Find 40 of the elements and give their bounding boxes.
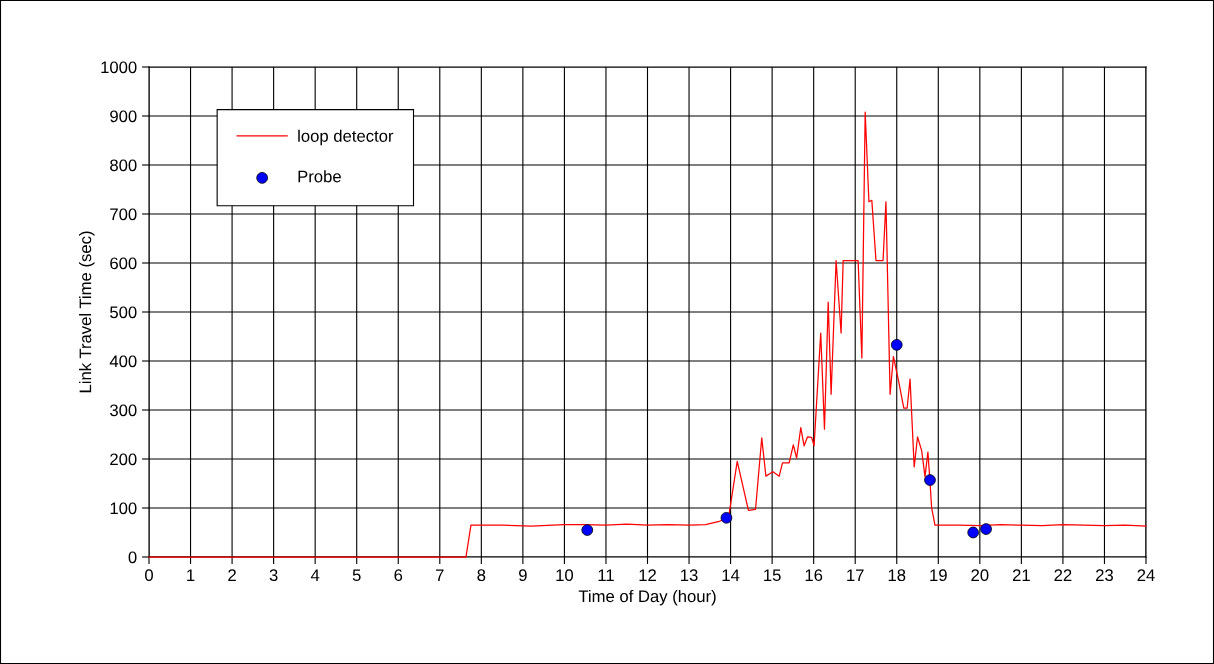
y-tick-label: 400 bbox=[109, 355, 137, 368]
x-tick-label: 9 bbox=[519, 569, 527, 582]
x-tick-label: 11 bbox=[598, 569, 614, 581]
x-tick-label: 0 bbox=[145, 569, 153, 582]
x-tick-label: 20 bbox=[971, 569, 989, 582]
x-tick-label: 12 bbox=[639, 569, 656, 581]
x-tick-label: 14 bbox=[722, 569, 740, 581]
x-tick-label: 18 bbox=[888, 569, 906, 582]
y-tick-label: 300 bbox=[110, 404, 137, 417]
y-tick-label: 100 bbox=[110, 502, 137, 515]
x-tick-label: 10 bbox=[556, 569, 574, 582]
x-tick-label: 3 bbox=[269, 569, 278, 582]
x-tick-label: 23 bbox=[1096, 569, 1113, 582]
y-tick-label: 500 bbox=[110, 306, 137, 319]
x-tick-label: 7 bbox=[436, 569, 444, 581]
x-tick-label: 1 bbox=[187, 569, 195, 581]
x-tick-label: 13 bbox=[681, 569, 698, 582]
y-tick-label: 0 bbox=[128, 551, 137, 564]
x-tick-label: 16 bbox=[805, 569, 823, 582]
y-tick-label: 900 bbox=[110, 110, 137, 123]
y-tick-label: 1000 bbox=[101, 61, 137, 74]
x-tick-label: 6 bbox=[394, 569, 403, 582]
y-tick-label: 200 bbox=[110, 453, 137, 466]
legend-label: Probe bbox=[298, 170, 341, 183]
y-axis-title: Link Travel Time (sec) bbox=[79, 231, 95, 393]
x-tick-label: 5 bbox=[352, 569, 361, 582]
y-tick-label: 700 bbox=[110, 208, 137, 221]
x-tick-label: 24 bbox=[1137, 569, 1155, 581]
legend-label: loop detector bbox=[298, 129, 394, 146]
y-tick-label: 800 bbox=[110, 159, 137, 172]
x-tick-label: 17 bbox=[847, 569, 864, 581]
x-tick-label: 8 bbox=[477, 569, 486, 582]
y-tick-label: 600 bbox=[110, 257, 137, 270]
x-tick-label: 21 bbox=[1012, 569, 1030, 581]
x-axis-title: Time of Day (hour) bbox=[578, 589, 716, 606]
x-tick-label: 2 bbox=[228, 569, 236, 581]
x-tick-label: 19 bbox=[930, 569, 947, 582]
x-tick-label: 22 bbox=[1054, 569, 1072, 581]
x-tick-label: 15 bbox=[764, 569, 781, 582]
x-tick-label: 4 bbox=[310, 569, 320, 581]
